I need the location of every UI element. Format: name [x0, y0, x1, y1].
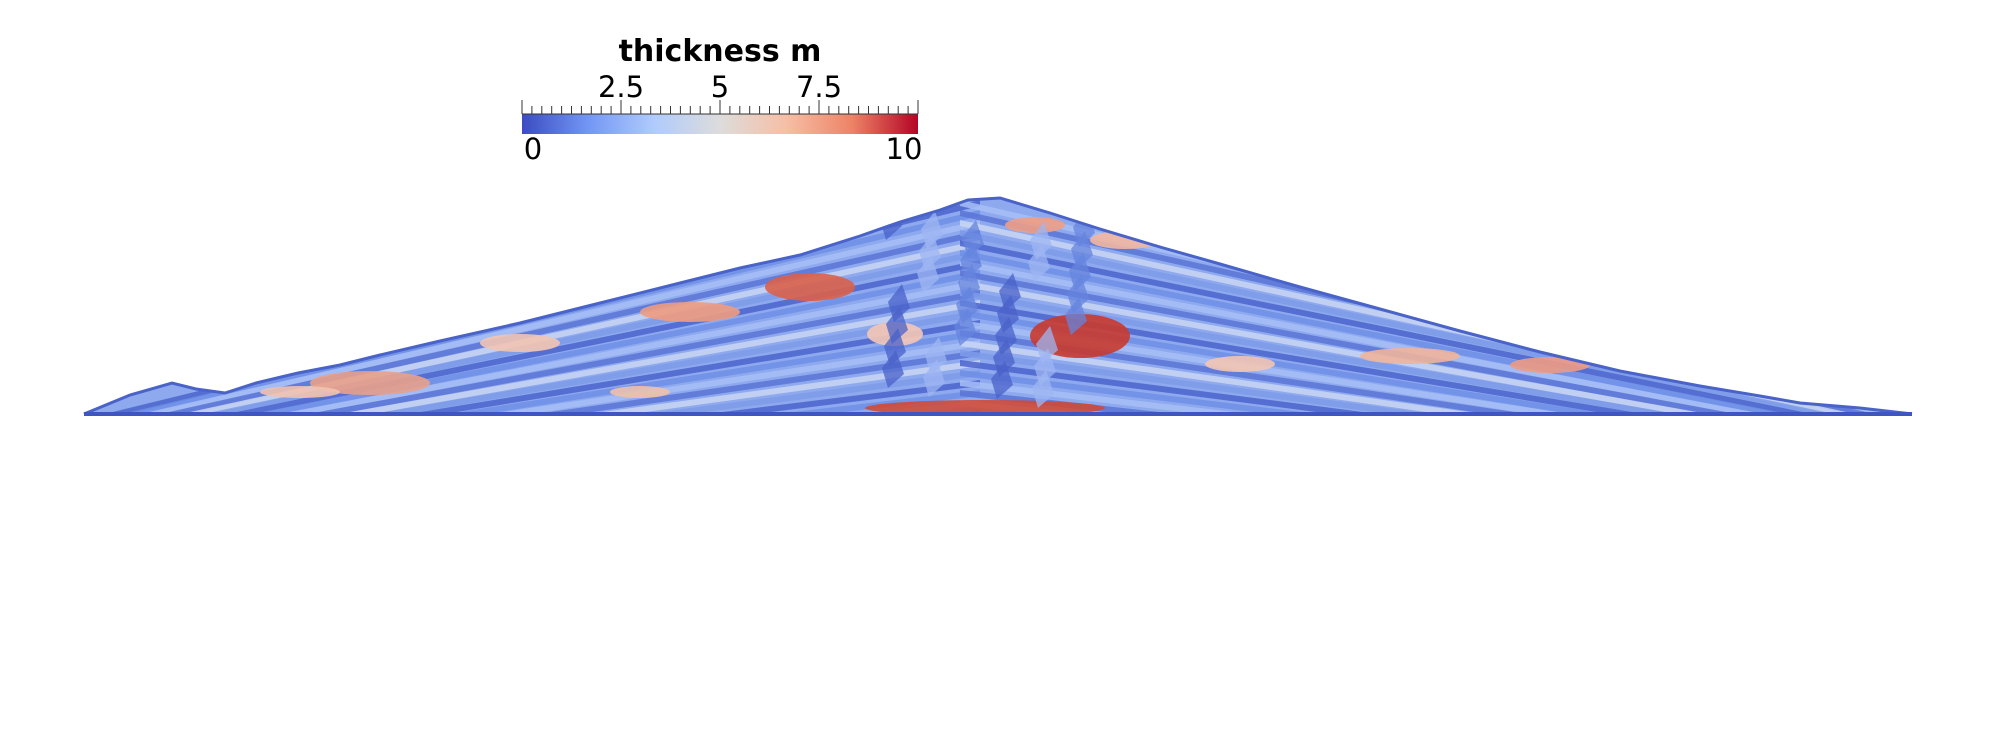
summit-facet	[1069, 253, 1091, 291]
layer-band	[84, 270, 980, 414]
colorbar-tick-label: 7.5	[795, 70, 843, 104]
layer-band	[84, 290, 980, 414]
summit-facet	[1034, 348, 1056, 386]
layer-band	[84, 260, 980, 414]
colorbar-max-label: 10	[885, 132, 923, 166]
summit-facet	[1067, 275, 1089, 313]
summit-facet	[1032, 370, 1054, 408]
summit-facet	[993, 339, 1015, 377]
summit-facet	[886, 306, 908, 344]
layer-band	[960, 330, 1912, 414]
thickness-patch	[260, 386, 340, 398]
colorbar-ticks	[521, 100, 919, 115]
thickness-patch	[1005, 217, 1065, 233]
layer-band	[960, 410, 1912, 414]
thickness-patch	[1205, 356, 1275, 372]
thickness-patch	[480, 334, 560, 352]
colorbar-legend: thickness m 2.5 5 7.5 0 10	[500, 32, 940, 172]
summit-facet	[888, 284, 910, 322]
layer-band	[84, 230, 980, 414]
summit-facet	[1065, 297, 1087, 335]
thickness-patch	[610, 386, 670, 398]
layer-band	[84, 380, 980, 414]
summit-facet	[991, 361, 1013, 399]
layer-band	[960, 250, 1912, 414]
summit-facet	[917, 255, 939, 293]
layer-band	[960, 300, 1912, 414]
layer-band	[960, 340, 1912, 414]
summit-facet	[995, 317, 1017, 355]
summit-facet	[1036, 326, 1058, 364]
layer-band	[84, 310, 980, 414]
layer-band	[960, 320, 1912, 414]
summit-facet	[884, 328, 906, 366]
summit-facet	[999, 273, 1021, 311]
summit-facet	[958, 264, 980, 302]
thickness-patch	[1510, 357, 1590, 373]
thickness-patch	[1090, 231, 1160, 249]
summit-facet	[962, 220, 984, 258]
layer-band	[960, 290, 1912, 414]
layer-band	[84, 360, 980, 414]
layer-band	[960, 230, 1912, 414]
layer-band	[960, 240, 1912, 414]
layer-band	[960, 370, 1912, 414]
layer-band	[960, 350, 1912, 414]
layer-band	[960, 360, 1912, 414]
thickness-patch	[310, 371, 430, 395]
layer-band	[84, 370, 980, 414]
summit-facet	[956, 286, 978, 324]
colorbar-tick-label: 5	[710, 70, 730, 104]
layer-band	[84, 410, 980, 414]
summit-facet	[919, 233, 941, 271]
layer-band	[84, 340, 980, 414]
colorbar-min-label: 0	[523, 132, 543, 166]
summit-facet	[954, 308, 976, 346]
mound-outline	[83, 196, 1913, 416]
summit-facet	[921, 211, 943, 249]
layer-band	[84, 220, 980, 414]
thickness-patch	[640, 302, 740, 322]
layer-band	[84, 320, 980, 414]
colorbar-title: thickness m	[618, 34, 822, 69]
layer-band	[84, 350, 980, 414]
layer-band	[84, 330, 980, 414]
summit-facet	[960, 242, 982, 280]
summit-facet	[925, 337, 947, 375]
colorbar-tick-label: 2.5	[597, 70, 645, 104]
thickness-patch	[1360, 348, 1460, 364]
colorbar-gradient	[521, 100, 919, 134]
layer-band	[960, 310, 1912, 414]
thickness-patch	[765, 273, 855, 301]
summit-facet	[923, 359, 945, 397]
layer-band	[960, 380, 1912, 414]
mound-surface	[84, 198, 1912, 414]
summit-facet	[882, 350, 904, 388]
summit-facet	[1030, 222, 1052, 260]
summit-facet	[1028, 244, 1050, 282]
summit-facet	[1071, 231, 1093, 269]
summit-facet	[997, 295, 1019, 333]
layer-band	[84, 300, 980, 414]
